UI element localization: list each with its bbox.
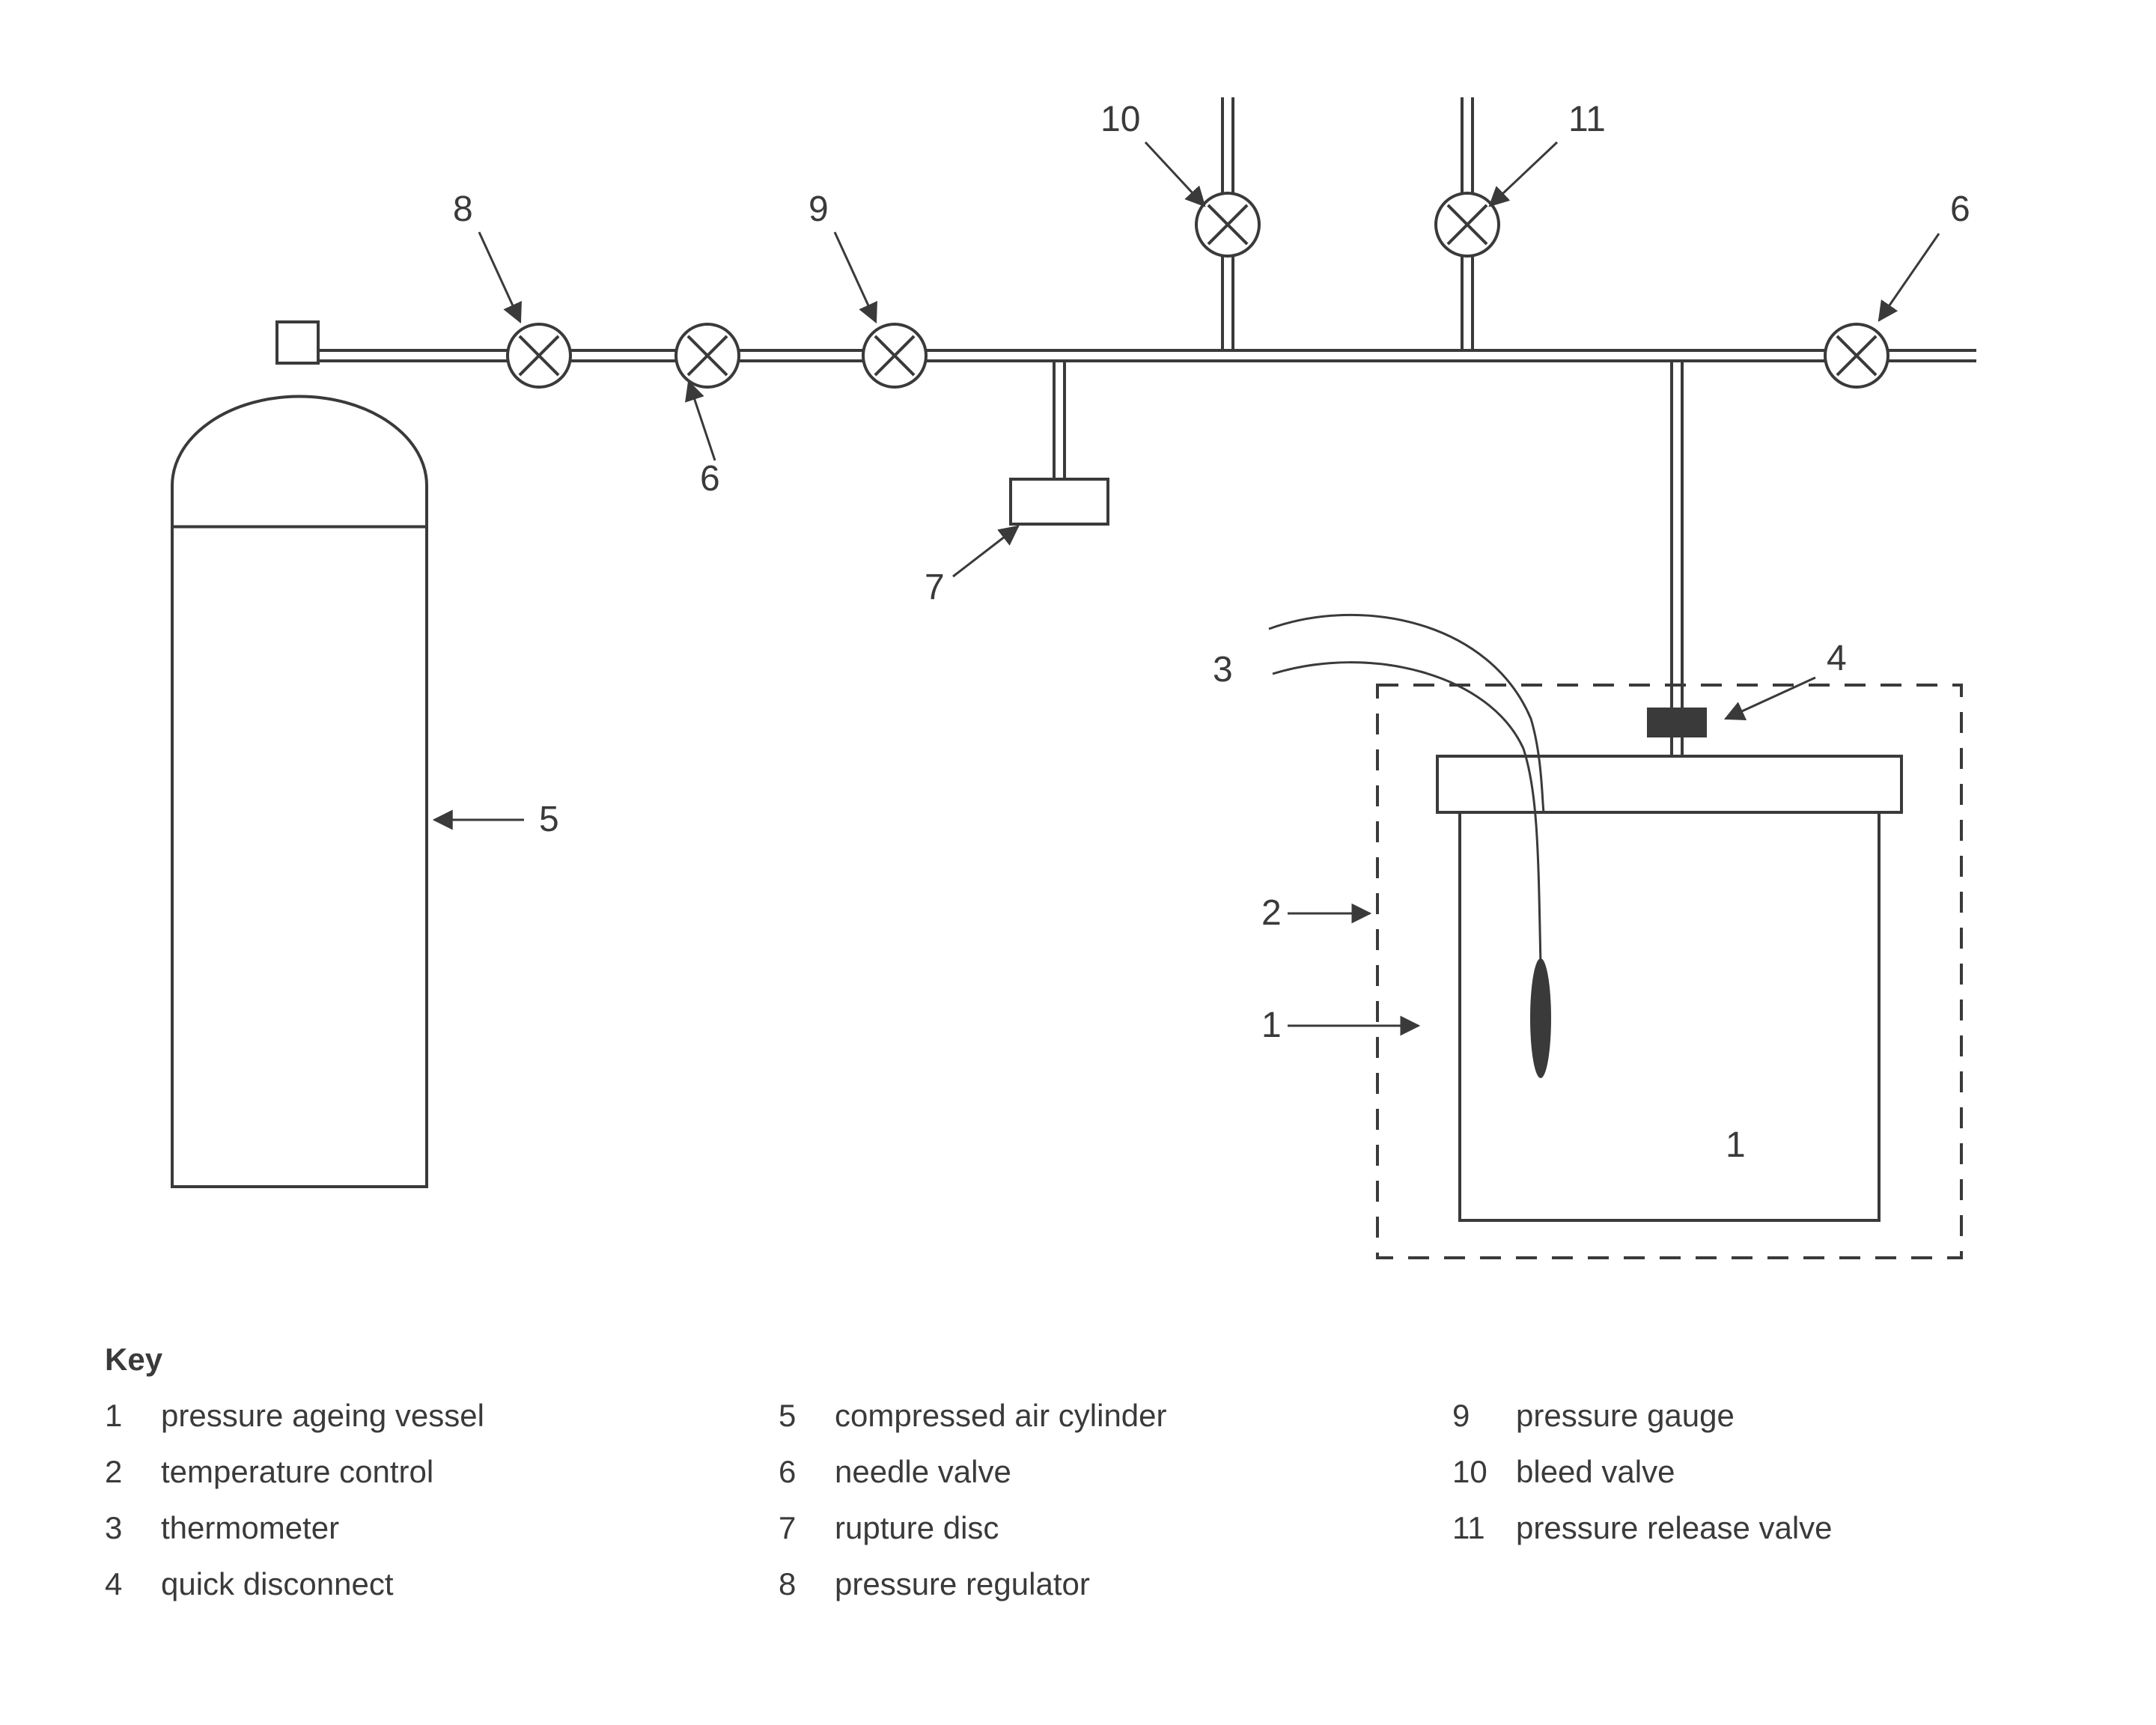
callout-label-c7: 7 (925, 568, 945, 607)
key-num-8: 8 (779, 1566, 796, 1601)
pressure-vessel (1460, 812, 1879, 1220)
key-text-11: pressure release valve (1516, 1510, 1833, 1545)
thermometer-lead-lower (1273, 663, 1541, 966)
key-num-4: 4 (105, 1566, 122, 1601)
key-text-4: quick disconnect (161, 1566, 394, 1601)
gas-cylinder (172, 397, 427, 1187)
valve-pressure-release (1436, 193, 1499, 256)
key-text-1: pressure ageing vessel (161, 1398, 484, 1433)
valve-needle-right (1825, 324, 1888, 387)
key-text-8: pressure regulator (835, 1566, 1090, 1601)
callout-arrow-c6b (689, 382, 715, 460)
callout-arrow-c6t (1879, 234, 1939, 320)
key-num-11: 11 (1452, 1510, 1485, 1545)
callout-label-c11: 11 (1568, 100, 1606, 139)
callout-label-c10: 10 (1100, 100, 1140, 139)
key-text-6: needle valve (835, 1454, 1011, 1489)
key-num-10: 10 (1452, 1454, 1487, 1489)
regulator-box (277, 322, 318, 363)
callout-arrow-c9 (835, 232, 876, 322)
key-text-3: thermometer (161, 1510, 339, 1545)
callout-label-c4: 4 (1827, 639, 1847, 678)
thermometer-bulb (1530, 958, 1551, 1078)
key-num-6: 6 (779, 1454, 796, 1489)
callout-label-c6t: 6 (1950, 189, 1970, 229)
key-num-7: 7 (779, 1510, 796, 1545)
quick-disconnect (1647, 708, 1707, 737)
callout-label-c3: 3 (1213, 650, 1233, 690)
callout-arrow-c7 (953, 526, 1018, 576)
schematic-diagram: 589101166734211Key1pressure ageing vesse… (0, 0, 2156, 1725)
key-num-1: 1 (105, 1398, 122, 1433)
valve-pressure-gauge (863, 324, 926, 387)
key-text-7: rupture disc (835, 1510, 999, 1545)
callout-arrow-c8 (479, 232, 520, 322)
key-text-10: bleed valve (1516, 1454, 1675, 1489)
vessel-lid (1437, 756, 1901, 812)
key-num-5: 5 (779, 1398, 796, 1433)
key-title: Key (105, 1342, 163, 1377)
key-text-5: compressed air cylinder (835, 1398, 1167, 1433)
key-text-2: temperature control (161, 1454, 433, 1489)
rupture-disc (1011, 479, 1108, 524)
callout-label-c5: 5 (539, 800, 559, 839)
callout-label-c2: 2 (1261, 893, 1282, 933)
key-num-2: 2 (105, 1454, 122, 1489)
callout-label-c1p: 1 (1261, 1006, 1282, 1045)
valve-needle-left (676, 324, 739, 387)
valve-pressure-regulator (508, 324, 570, 387)
callout-label-c8: 8 (453, 189, 473, 229)
callout-label-c9: 9 (808, 189, 829, 229)
callout-arrow-c11 (1490, 142, 1557, 206)
valve-bleed (1196, 193, 1259, 256)
callout-arrow-c10 (1145, 142, 1205, 206)
callout-label-c1v: 1 (1726, 1125, 1746, 1165)
callout-label-c6b: 6 (700, 459, 720, 499)
key-text-9: pressure gauge (1516, 1398, 1735, 1433)
key-num-3: 3 (105, 1510, 122, 1545)
key-num-9: 9 (1452, 1398, 1470, 1433)
